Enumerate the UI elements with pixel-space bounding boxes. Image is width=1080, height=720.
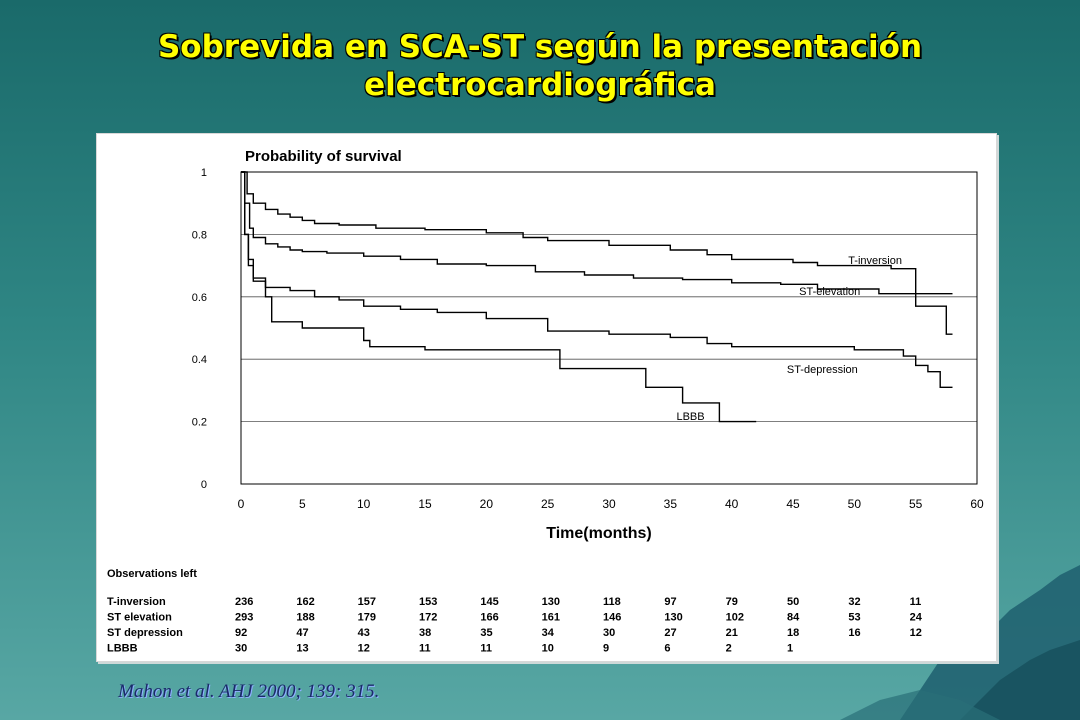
observations-cell: 24	[910, 612, 923, 624]
series-line-t-inversion	[241, 171, 953, 335]
observations-cell: 27	[664, 627, 676, 639]
y-tick-label: 0	[201, 479, 207, 491]
observations-cell: 38	[419, 627, 431, 639]
observations-cell: 30	[235, 643, 247, 655]
series-annotation-label: ST-depression	[787, 364, 858, 376]
x-tick-label: 0	[238, 497, 245, 511]
observations-cell: 92	[235, 627, 247, 639]
observations-cell: 172	[419, 612, 437, 624]
x-tick-label: 30	[602, 497, 616, 511]
observations-cell: 11	[419, 643, 431, 655]
observations-cell: 1	[787, 643, 793, 655]
series-annotation-label: T-inversion	[848, 255, 902, 267]
observations-cell: 43	[358, 627, 370, 639]
observations-cell: 6	[664, 643, 670, 655]
series-line-st-elevation	[241, 171, 953, 295]
series-annotation-label: LBBB	[676, 411, 704, 423]
observations-cell: 166	[480, 612, 498, 624]
observations-cell: 12	[910, 627, 922, 639]
y-tick-label: 0.4	[192, 354, 207, 366]
observations-row-label: T-inversion	[107, 596, 166, 608]
y-tick-label: 0.8	[192, 229, 207, 241]
observations-cell: 11	[910, 596, 922, 608]
observations-cell: 11	[480, 643, 492, 655]
observations-cell: 179	[358, 612, 376, 624]
y-tick-label: 0.2	[192, 417, 207, 429]
chart-title: Probability of survival	[245, 148, 402, 165]
observations-cell: 12	[358, 643, 370, 655]
x-tick-label: 50	[848, 497, 862, 511]
observations-cell: 13	[296, 643, 308, 655]
observations-cell: 79	[726, 596, 738, 608]
observations-cell: 2	[726, 643, 732, 655]
observations-cell: 236	[235, 596, 253, 608]
observations-cell: 161	[542, 612, 560, 624]
y-tick-label: 0.6	[192, 292, 207, 304]
chart-panel: Probability of survival 0 0.2 0.4 0.6 0.8 1 0 5 1…	[96, 133, 997, 662]
x-tick-label: 35	[664, 497, 678, 511]
y-tick-label: 1	[201, 167, 207, 179]
observations-row-label: LBBB	[107, 643, 138, 655]
observations-cell: 97	[664, 596, 676, 608]
citation: Mahon et al. AHJ 2000; 139: 315.	[118, 681, 380, 702]
x-tick-label: 5	[299, 497, 306, 511]
x-tick-label: 55	[909, 497, 923, 511]
observations-title: Observations left	[107, 568, 197, 580]
observations-row-label: ST depression	[107, 627, 183, 639]
observations-cell: 157	[358, 596, 376, 608]
observations-cell: 30	[603, 627, 615, 639]
observations-cell: 16	[848, 627, 860, 639]
series-line-lbbb	[241, 171, 757, 423]
x-tick-label: 20	[480, 497, 494, 511]
observations-cell: 146	[603, 612, 621, 624]
x-axis-label: Time(months)	[546, 525, 651, 542]
observations-cell: 21	[726, 627, 738, 639]
observations-row-label: ST elevation	[107, 612, 172, 624]
x-tick-label: 45	[786, 497, 800, 511]
observations-cell: 130	[542, 596, 560, 608]
observations-cell: 50	[787, 596, 799, 608]
observations-cell: 293	[235, 612, 253, 624]
observations-cell: 47	[296, 627, 308, 639]
observations-cell: 10	[542, 643, 554, 655]
observations-cell: 9	[603, 643, 609, 655]
observations-cell: 34	[542, 627, 555, 639]
observations-cell: 18	[787, 627, 799, 639]
observations-cell: 153	[419, 596, 437, 608]
observations-cell: 35	[480, 627, 492, 639]
x-tick-label: 15	[418, 497, 432, 511]
x-tick-label: 25	[541, 497, 555, 511]
observations-cell: 145	[480, 596, 498, 608]
slide-title-line-1: Sobrevida en SCA-ST según la presentació…	[157, 29, 923, 65]
x-tick-label: 60	[970, 497, 984, 511]
observations-cell: 130	[664, 612, 682, 624]
slide-title: Sobrevida en SCA-ST según la presentació…	[40, 28, 1040, 104]
x-tick-label: 40	[725, 497, 739, 511]
series-line-st-depression	[241, 171, 953, 388]
slide-title-line-2: electrocardiográfica	[364, 67, 716, 103]
series-annotation-label: ST-elevation	[799, 286, 860, 298]
observations-cell: 102	[726, 612, 744, 624]
x-tick-label: 10	[357, 497, 371, 511]
observations-cell: 53	[848, 612, 860, 624]
observations-cell: 32	[848, 596, 860, 608]
observations-cell: 162	[296, 596, 314, 608]
plot-frame	[240, 171, 978, 485]
observations-cell: 118	[603, 596, 621, 608]
observations-cell: 84	[787, 612, 800, 624]
observations-cell: 188	[296, 612, 314, 624]
